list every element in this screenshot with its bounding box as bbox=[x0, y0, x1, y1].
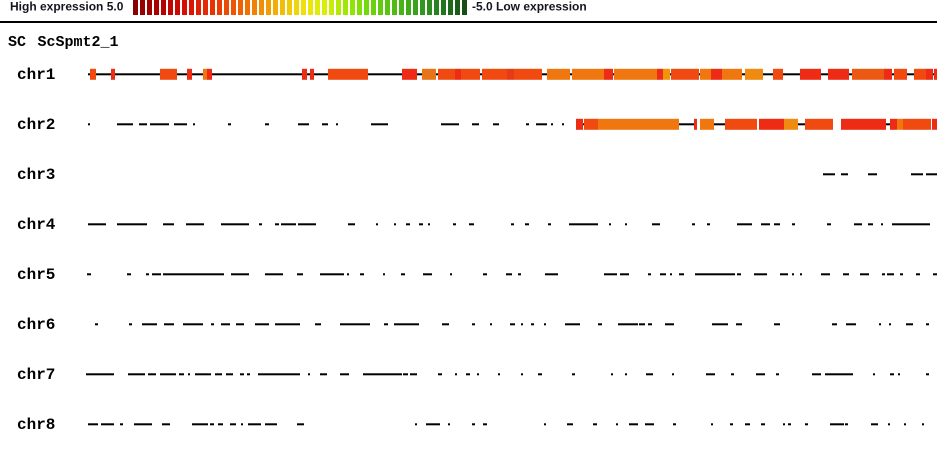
svg-text:chr6: chr6 bbox=[17, 316, 55, 334]
svg-text:ScSpmt2_1: ScSpmt2_1 bbox=[38, 34, 119, 51]
svg-text:chr5: chr5 bbox=[17, 266, 55, 284]
svg-text:-5.0 Low expression: -5.0 Low expression bbox=[472, 0, 587, 14]
svg-text:chr4: chr4 bbox=[17, 216, 56, 234]
svg-text:chr7: chr7 bbox=[17, 366, 55, 384]
svg-text:chr1: chr1 bbox=[17, 66, 55, 84]
svg-text:chr8: chr8 bbox=[17, 416, 55, 434]
svg-text:chr2: chr2 bbox=[17, 116, 55, 134]
svg-text:High expression 5.0: High expression 5.0 bbox=[10, 0, 124, 14]
svg-text:SC: SC bbox=[8, 34, 26, 51]
svg-text:chr3: chr3 bbox=[17, 166, 55, 184]
